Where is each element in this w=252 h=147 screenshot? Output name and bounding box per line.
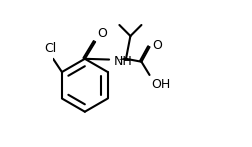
Text: O: O [152,39,162,52]
Text: O: O [98,27,108,40]
Text: OH: OH [151,78,171,91]
Polygon shape [119,57,126,60]
Text: NH: NH [114,55,133,67]
Text: Cl: Cl [44,42,56,55]
